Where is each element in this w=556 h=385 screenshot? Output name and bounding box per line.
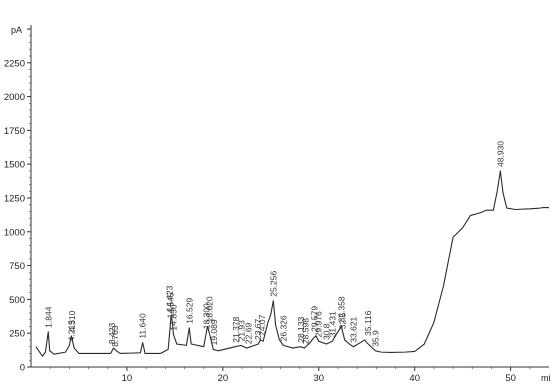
y-tick-label: 1250 [4, 194, 25, 205]
peak-label: 4.215 [66, 320, 76, 342]
y-axis-ticks: 0 250 500 750 1000 1250 1500 1750 2000 2250 [4, 28, 31, 374]
peak-label: 14.545 [166, 292, 176, 318]
y-tick-label: 750 [9, 261, 25, 272]
y-tick-label: 250 [9, 329, 25, 340]
peak-label: 29.579 [310, 306, 320, 332]
peak-label: 35.116 [363, 310, 373, 336]
x-tick-label: 50 [505, 373, 516, 384]
chromatogram-trace [35, 170, 550, 357]
x-tick-label: 40 [409, 373, 420, 384]
peak-label: 28.133 [296, 316, 306, 342]
peak-label: 21.93 [236, 320, 246, 342]
peak-label: 24.07 [257, 314, 267, 336]
y-tick-label: 1000 [4, 227, 25, 238]
peak-label: 25.256 [268, 270, 278, 296]
peak-label: 26.326 [279, 315, 289, 341]
peak-label: 18.620 [205, 296, 215, 322]
peak-label: 4.310 [67, 310, 77, 332]
peak-label: 30.8 [321, 323, 331, 340]
y-tick-label: 1750 [4, 126, 25, 137]
peak-label: 32.5 [338, 312, 348, 329]
peak-label: 14.850 [168, 304, 178, 330]
peak-label: 33.621 [349, 316, 359, 342]
peak-label: 32.358 [336, 296, 346, 322]
peak-label: 35.9 [370, 330, 380, 347]
peak-label: 11.640 [138, 313, 148, 339]
peak-label: 22.69 [244, 323, 254, 345]
peak-label: 19.089 [209, 319, 219, 345]
y-tick-label: 2000 [4, 92, 25, 103]
peak-label: 14.423 [164, 285, 174, 311]
peak-label: 28.598 [300, 318, 310, 344]
peak-label: 1.844 [44, 306, 54, 328]
y-tick-label: 0 [20, 363, 25, 374]
x-axis-unit-label: mi [541, 373, 551, 383]
y-tick-label: 2250 [4, 58, 25, 69]
peak-label: 16.529 [185, 298, 195, 324]
peak-label: 29.976 [314, 311, 324, 337]
peak-label: 21.378 [231, 316, 241, 342]
y-tick-label: 500 [9, 295, 25, 306]
axes [30, 25, 549, 368]
x-tick-label: 20 [218, 373, 229, 384]
x-tick-label: 30 [313, 373, 324, 384]
peak-label: 8.763 [110, 325, 120, 347]
y-tick-label: 1500 [4, 160, 25, 171]
x-axis-ticks: 10 20 30 40 50 [49, 367, 531, 384]
peak-label: 31.431 [328, 311, 338, 337]
peak-label: 8.423 [107, 323, 117, 345]
series-group [35, 170, 550, 357]
peak-label: 48.930 [495, 141, 505, 167]
x-tick-label: 10 [122, 373, 133, 384]
peak-label: 23.67 [253, 318, 263, 340]
peak-label: 18.300 [202, 303, 212, 329]
y-axis-unit-label: pA [11, 25, 22, 35]
